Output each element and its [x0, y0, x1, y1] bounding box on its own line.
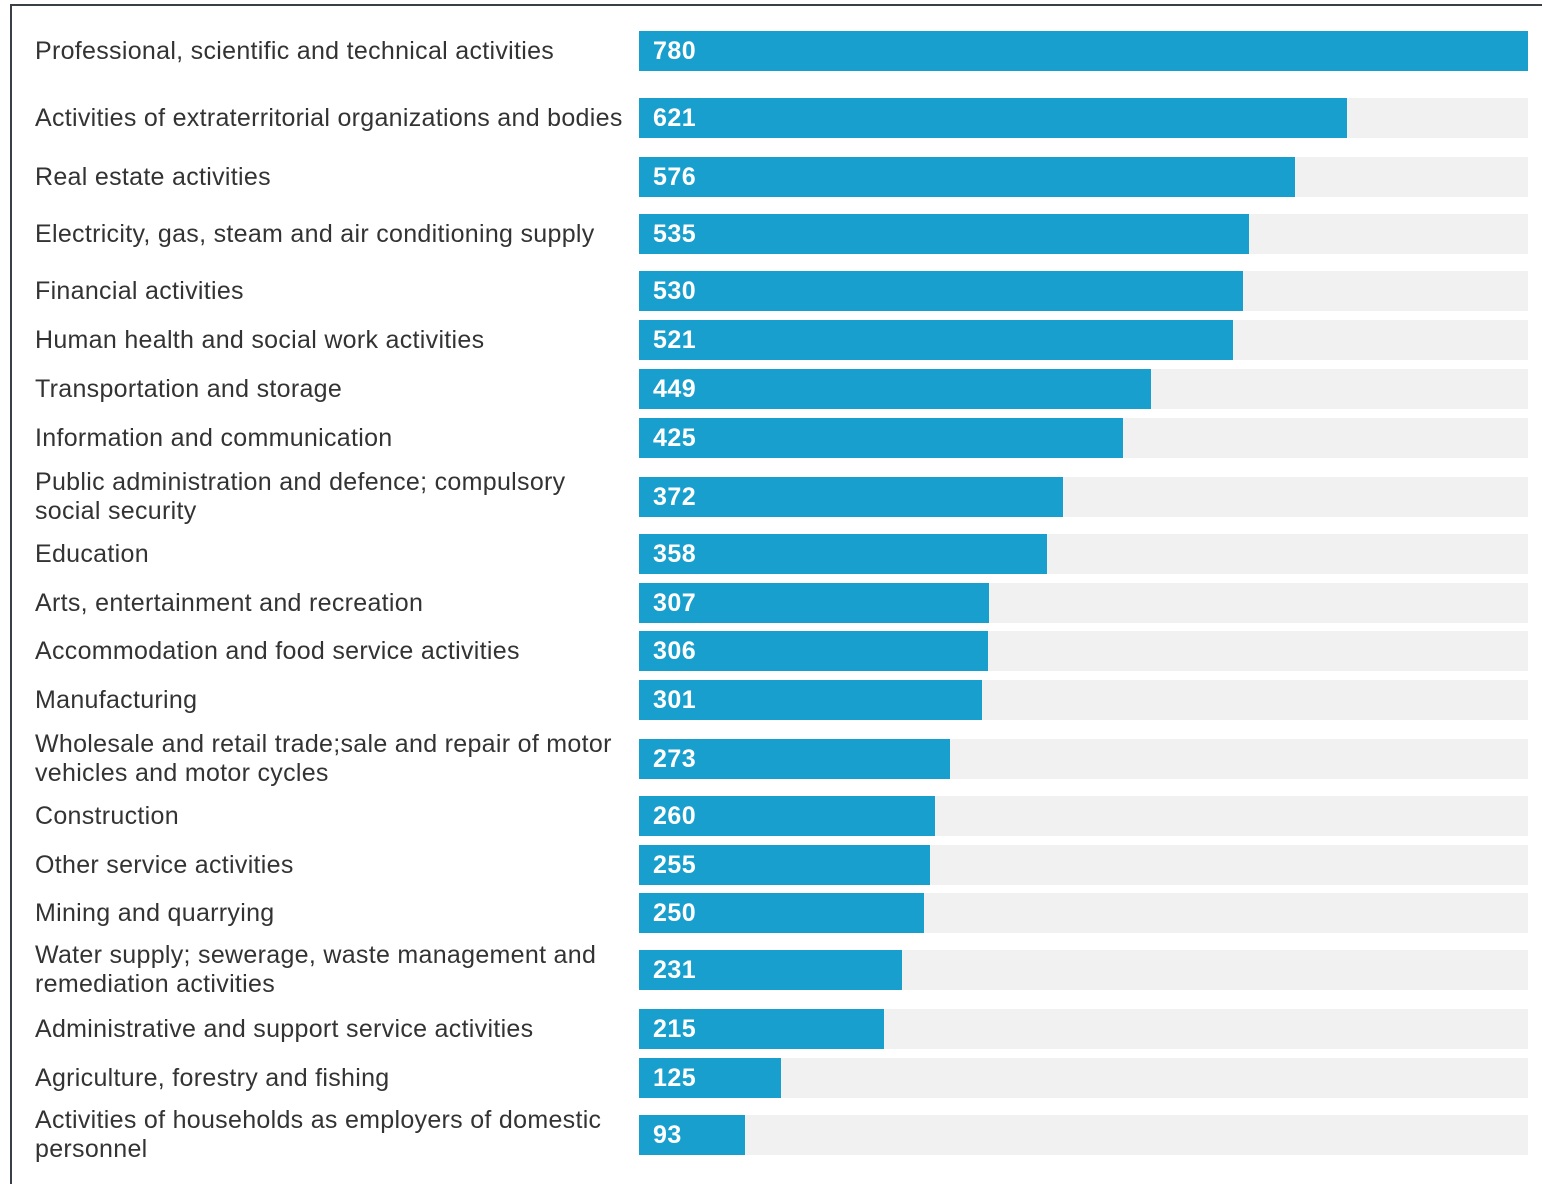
category-label: Wholesale and retail trade;sale and repa… [35, 730, 612, 787]
category-label: Education [35, 539, 149, 568]
category-label: Other service activities [35, 850, 294, 879]
bar [639, 157, 1296, 197]
category-label: Construction [35, 801, 179, 830]
category-label: Professional, scientific and technical a… [35, 36, 555, 65]
bar-track: 621 [639, 98, 1528, 138]
bar [639, 369, 1151, 409]
bar [639, 893, 924, 933]
category-label: Water supply; sewerage, waste management… [35, 941, 597, 998]
bar [639, 631, 988, 671]
bar [639, 950, 903, 990]
bar-value-label: 621 [653, 104, 697, 132]
category-label: Arts, entertainment and recreation [35, 588, 424, 617]
category-label: Administrative and support service activ… [35, 1014, 534, 1043]
bar-value-label: 260 [653, 802, 697, 830]
bar-value-label: 273 [653, 745, 697, 773]
category-label: Public administration and defence; compu… [35, 468, 566, 525]
bar-track: 425 [639, 418, 1528, 458]
category-label: Manufacturing [35, 685, 198, 714]
category-label: Accommodation and food service activitie… [35, 636, 520, 665]
bar-value-label: 125 [653, 1064, 697, 1092]
bar [639, 845, 930, 885]
bar [639, 271, 1244, 311]
category-label: Real estate activities [35, 162, 271, 191]
bar-value-label: 780 [653, 37, 697, 65]
bar-track: 273 [639, 739, 1528, 779]
bar-value-label: 307 [653, 589, 697, 617]
bar-value-label: 306 [653, 637, 697, 665]
bar-track: 449 [639, 369, 1528, 409]
bar-track: 125 [639, 1058, 1528, 1098]
bar-track: 260 [639, 796, 1528, 836]
chart-frame [10, 4, 1542, 1184]
bar [639, 583, 989, 623]
bar-track: 530 [639, 271, 1528, 311]
bar-track: 521 [639, 320, 1528, 360]
bar-track: 372 [639, 477, 1528, 517]
category-label: Information and communication [35, 423, 393, 452]
bar-value-label: 301 [653, 686, 697, 714]
bar-value-label: 231 [653, 956, 697, 984]
bar-track: 780 [639, 31, 1528, 71]
bar-track: 306 [639, 631, 1528, 671]
bar-value-label: 358 [653, 540, 697, 568]
bar-track: 250 [639, 893, 1528, 933]
category-label: Agriculture, forestry and fishing [35, 1063, 390, 1092]
bar-value-label: 521 [653, 326, 697, 354]
category-label: Electricity, gas, steam and air conditio… [35, 219, 595, 248]
bar-track: 231 [639, 950, 1528, 990]
bar-value-label: 250 [653, 899, 697, 927]
bar-track: 93 [639, 1115, 1528, 1155]
bar [639, 1115, 745, 1155]
bar-value-label: 255 [653, 851, 697, 879]
bar-value-label: 576 [653, 163, 697, 191]
bar-value-label: 535 [653, 220, 697, 248]
category-label: Mining and quarrying [35, 898, 275, 927]
bar-value-label: 449 [653, 375, 697, 403]
bar-value-label: 372 [653, 483, 697, 511]
category-label: Financial activities [35, 276, 244, 305]
bar [639, 418, 1124, 458]
bar [639, 739, 951, 779]
bar-value-label: 425 [653, 424, 697, 452]
bar [639, 31, 1528, 71]
bar-track: 535 [639, 214, 1528, 254]
bar-track: 576 [639, 157, 1528, 197]
bar [639, 1058, 782, 1098]
bar [639, 1009, 885, 1049]
bar [639, 534, 1048, 574]
bar-value-label: 215 [653, 1015, 697, 1043]
category-label: Activities of households as employers of… [35, 1106, 602, 1163]
bar-track: 255 [639, 845, 1528, 885]
bar-track: 358 [639, 534, 1528, 574]
bar-track: 215 [639, 1009, 1528, 1049]
bar [639, 796, 936, 836]
category-label: Transportation and storage [35, 374, 343, 403]
category-label: Human health and social work activities [35, 325, 485, 354]
bar-value-label: 93 [653, 1121, 682, 1149]
category-label: Activities of extraterritorial organizat… [35, 103, 623, 132]
bar [639, 680, 983, 720]
bar [639, 98, 1347, 138]
bar-track: 307 [639, 583, 1528, 623]
bar [639, 320, 1233, 360]
bar-value-label: 530 [653, 277, 697, 305]
bar [639, 214, 1249, 254]
bar [639, 477, 1063, 517]
bar-track: 301 [639, 680, 1528, 720]
